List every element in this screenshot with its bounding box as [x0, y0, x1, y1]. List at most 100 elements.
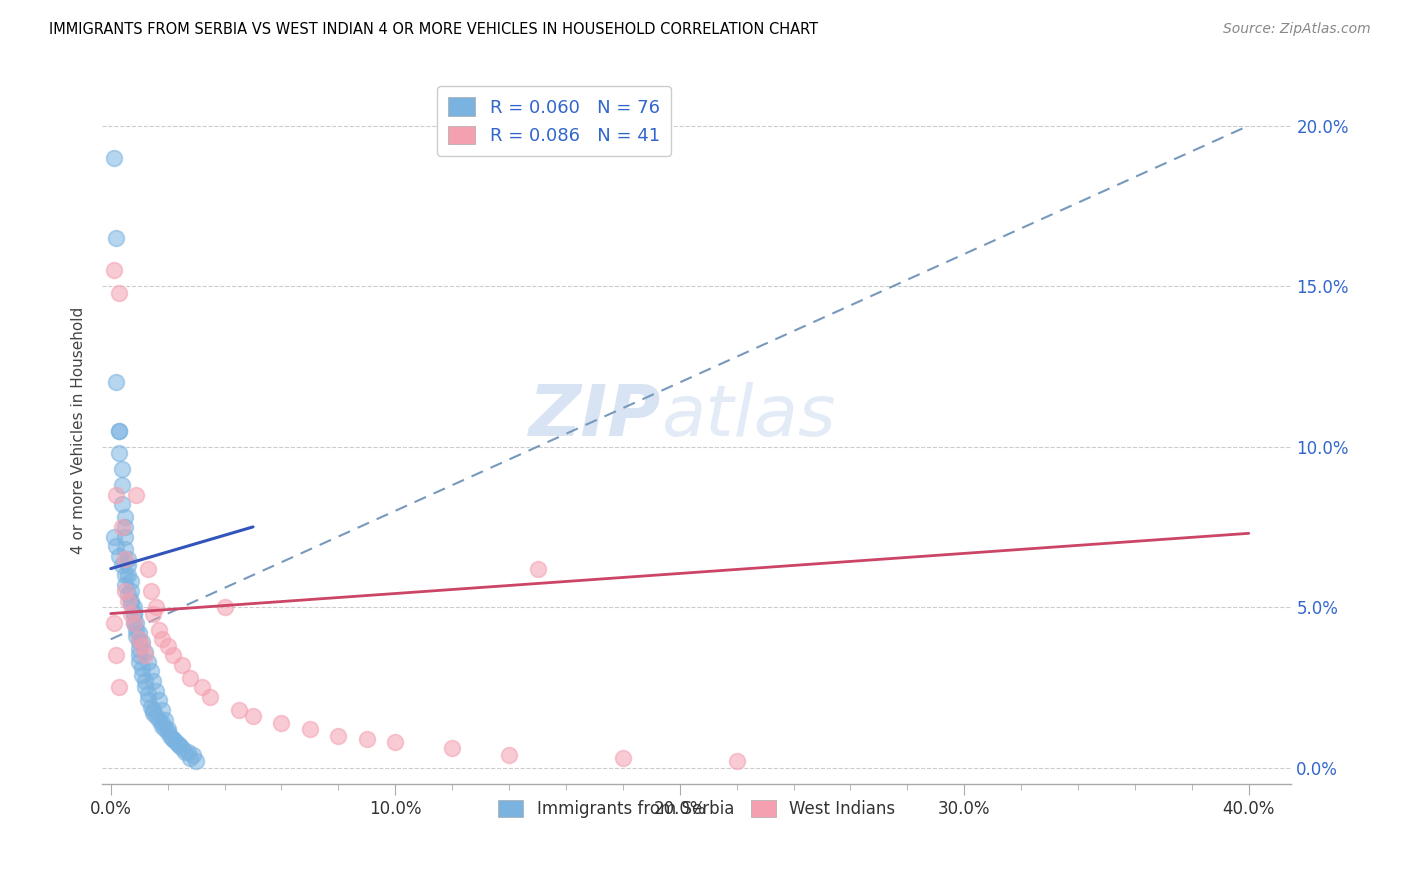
Point	[114, 568, 136, 582]
Point	[191, 681, 214, 695]
Point	[441, 741, 464, 756]
Point	[150, 719, 173, 733]
Point	[103, 151, 125, 165]
Point	[111, 520, 134, 534]
Point	[134, 681, 156, 695]
Point	[114, 529, 136, 543]
Point	[150, 715, 173, 730]
Point	[117, 558, 139, 573]
Point	[142, 703, 165, 717]
Point	[114, 584, 136, 599]
Point	[108, 681, 131, 695]
Point	[139, 699, 162, 714]
Point	[156, 722, 179, 736]
Point	[150, 632, 173, 647]
Point	[114, 542, 136, 557]
Point	[108, 446, 131, 460]
Point	[117, 593, 139, 607]
Point	[136, 687, 159, 701]
Point	[498, 747, 520, 762]
Point	[173, 745, 195, 759]
Point	[105, 539, 128, 553]
Point	[214, 600, 236, 615]
Point	[117, 568, 139, 582]
Point	[128, 635, 150, 649]
Point	[526, 561, 548, 575]
Point	[142, 706, 165, 720]
Point	[103, 529, 125, 543]
Point	[170, 741, 193, 756]
Point	[128, 632, 150, 647]
Point	[122, 607, 145, 621]
Point	[125, 629, 148, 643]
Legend: Immigrants from Serbia, West Indians: Immigrants from Serbia, West Indians	[492, 793, 901, 825]
Point	[134, 673, 156, 688]
Point	[150, 703, 173, 717]
Point	[328, 729, 350, 743]
Point	[122, 616, 145, 631]
Point	[105, 376, 128, 390]
Point	[108, 424, 131, 438]
Point	[120, 607, 142, 621]
Text: IMMIGRANTS FROM SERBIA VS WEST INDIAN 4 OR MORE VEHICLES IN HOUSEHOLD CORRELATIO: IMMIGRANTS FROM SERBIA VS WEST INDIAN 4 …	[49, 22, 818, 37]
Point	[170, 657, 193, 672]
Text: ZIP: ZIP	[529, 382, 661, 451]
Point	[131, 635, 153, 649]
Point	[153, 722, 176, 736]
Point	[156, 639, 179, 653]
Point	[114, 577, 136, 591]
Point	[136, 655, 159, 669]
Point	[270, 715, 292, 730]
Point	[128, 655, 150, 669]
Point	[114, 552, 136, 566]
Point	[128, 625, 150, 640]
Point	[184, 754, 207, 768]
Point	[134, 645, 156, 659]
Point	[179, 751, 201, 765]
Point	[120, 593, 142, 607]
Point	[125, 623, 148, 637]
Y-axis label: 4 or more Vehicles in Household: 4 or more Vehicles in Household	[72, 307, 86, 554]
Point	[145, 709, 167, 723]
Point	[159, 729, 181, 743]
Point	[105, 488, 128, 502]
Point	[136, 693, 159, 707]
Point	[111, 462, 134, 476]
Point	[108, 549, 131, 563]
Point	[108, 424, 131, 438]
Point	[156, 725, 179, 739]
Point	[148, 623, 170, 637]
Point	[122, 616, 145, 631]
Point	[111, 498, 134, 512]
Point	[165, 735, 187, 749]
Point	[145, 600, 167, 615]
Point	[120, 574, 142, 589]
Text: Source: ZipAtlas.com: Source: ZipAtlas.com	[1223, 22, 1371, 37]
Point	[176, 745, 198, 759]
Point	[122, 607, 145, 621]
Point	[105, 648, 128, 663]
Point	[167, 738, 190, 752]
Point	[162, 648, 184, 663]
Point	[122, 600, 145, 615]
Point	[131, 667, 153, 681]
Point	[162, 731, 184, 746]
Point	[134, 648, 156, 663]
Point	[117, 552, 139, 566]
Point	[108, 285, 131, 300]
Point	[179, 671, 201, 685]
Point	[131, 639, 153, 653]
Point	[167, 738, 190, 752]
Point	[725, 754, 748, 768]
Point	[142, 607, 165, 621]
Point	[153, 713, 176, 727]
Point	[103, 263, 125, 277]
Point	[114, 520, 136, 534]
Point	[125, 616, 148, 631]
Point	[128, 648, 150, 663]
Point	[148, 693, 170, 707]
Point	[228, 703, 250, 717]
Point	[131, 661, 153, 675]
Point	[103, 616, 125, 631]
Point	[242, 709, 264, 723]
